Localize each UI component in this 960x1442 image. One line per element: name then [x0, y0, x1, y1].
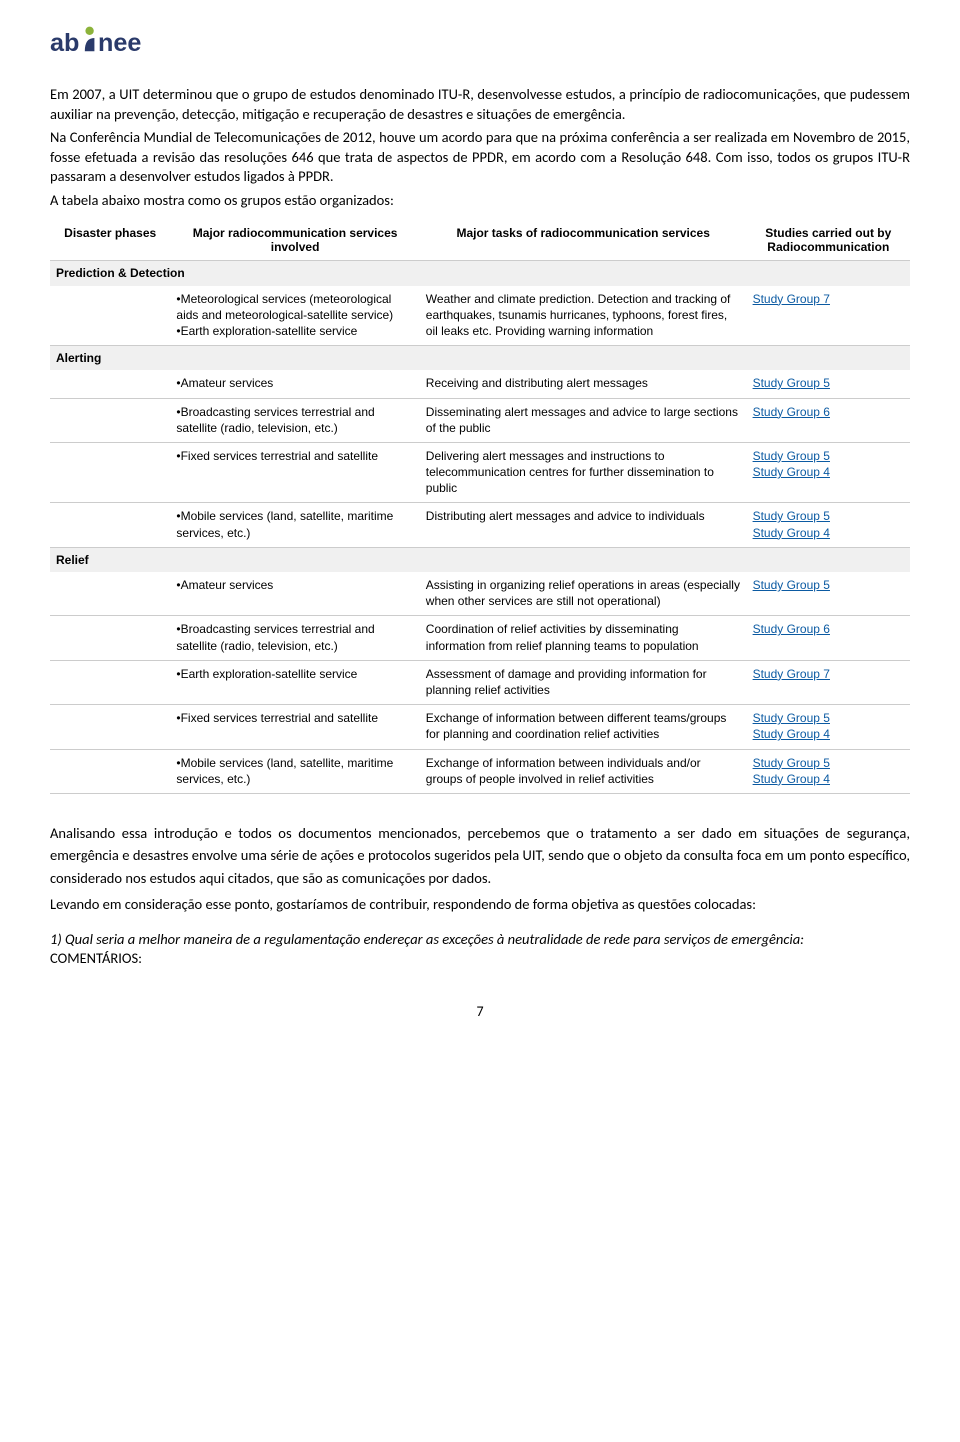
cell-services: •Broadcasting services terrestrial and s…	[170, 398, 419, 442]
table-row: •Broadcasting services terrestrial and s…	[50, 616, 910, 660]
table-section-title: Relief	[50, 547, 910, 572]
cell-phase	[50, 572, 170, 616]
cell-phase	[50, 442, 170, 503]
cell-study-groups: Study Group 6	[747, 616, 910, 660]
cell-phase	[50, 286, 170, 346]
cell-phase	[50, 705, 170, 749]
table-row: •Earth exploration-satellite serviceAsse…	[50, 660, 910, 704]
cell-phase	[50, 370, 170, 398]
study-group-link[interactable]: Study Group 5	[753, 755, 904, 771]
table-row: •Broadcasting services terrestrial and s…	[50, 398, 910, 442]
cell-services: •Amateur services	[170, 370, 419, 398]
paragraph-1: Em 2007, a UIT determinou que o grupo de…	[50, 85, 910, 124]
study-group-link[interactable]: Study Group 4	[753, 525, 904, 541]
cell-phase	[50, 749, 170, 793]
study-group-link[interactable]: Study Group 5	[753, 710, 904, 726]
cell-services: •Amateur services	[170, 572, 419, 616]
table-header-studies: Studies carried out by Radiocommunicatio…	[747, 220, 910, 261]
question-1: 1) Qual seria a melhor maneira de a regu…	[50, 930, 910, 950]
cell-study-groups: Study Group 5Study Group 4	[747, 503, 910, 547]
cell-tasks: Assisting in organizing relief operation…	[420, 572, 747, 616]
cell-services: •Fixed services terrestrial and satellit…	[170, 442, 419, 503]
paragraph-5: Levando em consideração esse ponto, gost…	[50, 893, 910, 915]
cell-services: •Mobile services (land, satellite, marit…	[170, 749, 419, 793]
cell-study-groups: Study Group 7	[747, 286, 910, 346]
cell-tasks: Weather and climate prediction. Detectio…	[420, 286, 747, 346]
cell-tasks: Coordination of relief activities by dis…	[420, 616, 747, 660]
cell-study-groups: Study Group 5	[747, 370, 910, 398]
cell-services: •Mobile services (land, satellite, marit…	[170, 503, 419, 547]
table-section-title: Prediction & Detection	[50, 261, 910, 286]
cell-tasks: Receiving and distributing alert message…	[420, 370, 747, 398]
table-row: •Mobile services (land, satellite, marit…	[50, 749, 910, 793]
table-row: •Fixed services terrestrial and satellit…	[50, 442, 910, 503]
cell-services: •Earth exploration-satellite service	[170, 660, 419, 704]
study-group-link[interactable]: Study Group 7	[753, 666, 904, 682]
study-group-link[interactable]: Study Group 5	[753, 375, 904, 391]
study-group-link[interactable]: Study Group 5	[753, 577, 904, 593]
cell-study-groups: Study Group 5	[747, 572, 910, 616]
table-row: •Amateur servicesReceiving and distribut…	[50, 370, 910, 398]
paragraph-2: Na Conferência Mundial de Telecomunicaçõ…	[50, 128, 910, 187]
cell-study-groups: Study Group 5Study Group 4	[747, 705, 910, 749]
cell-services: •Meteorological services (meteorological…	[170, 286, 419, 346]
svg-text:ab: ab	[50, 29, 79, 57]
cell-study-groups: Study Group 5Study Group 4	[747, 442, 910, 503]
cell-services: •Broadcasting services terrestrial and s…	[170, 616, 419, 660]
cell-phase	[50, 503, 170, 547]
study-group-link[interactable]: Study Group 5	[753, 508, 904, 524]
cell-tasks: Disseminating alert messages and advice …	[420, 398, 747, 442]
cell-tasks: Assessment of damage and providing infor…	[420, 660, 747, 704]
cell-tasks: Distributing alert messages and advice t…	[420, 503, 747, 547]
study-group-link[interactable]: Study Group 4	[753, 726, 904, 742]
page-number: 7	[50, 1003, 910, 1020]
cell-tasks: Exchange of information between individu…	[420, 749, 747, 793]
paragraph-3: A tabela abaixo mostra como os grupos es…	[50, 191, 910, 211]
table-header-services: Major radiocommunication services involv…	[170, 220, 419, 261]
cell-study-groups: Study Group 7	[747, 660, 910, 704]
cell-study-groups: Study Group 6	[747, 398, 910, 442]
table-row: •Meteorological services (meteorological…	[50, 286, 910, 346]
logo: ab nee	[50, 20, 910, 73]
cell-tasks: Exchange of information between differen…	[420, 705, 747, 749]
study-group-link[interactable]: Study Group 4	[753, 464, 904, 480]
table-section-title: Alerting	[50, 346, 910, 371]
study-group-link[interactable]: Study Group 6	[753, 621, 904, 637]
comentarios-label: COMENTÁRIOS:	[50, 949, 910, 967]
paragraph-4: Analisando essa introdução e todos os do…	[50, 822, 910, 889]
groups-table: Disaster phases Major radiocommunication…	[50, 220, 910, 794]
study-group-link[interactable]: Study Group 7	[753, 291, 904, 307]
table-row: •Amateur servicesAssisting in organizing…	[50, 572, 910, 616]
cell-study-groups: Study Group 5Study Group 4	[747, 749, 910, 793]
cell-services: •Fixed services terrestrial and satellit…	[170, 705, 419, 749]
table-row: •Fixed services terrestrial and satellit…	[50, 705, 910, 749]
cell-phase	[50, 398, 170, 442]
cell-tasks: Delivering alert messages and instructio…	[420, 442, 747, 503]
table-header-phases: Disaster phases	[50, 220, 170, 261]
study-group-link[interactable]: Study Group 5	[753, 448, 904, 464]
study-group-link[interactable]: Study Group 4	[753, 771, 904, 787]
table-row: •Mobile services (land, satellite, marit…	[50, 503, 910, 547]
cell-phase	[50, 616, 170, 660]
cell-phase	[50, 660, 170, 704]
svg-text:nee: nee	[98, 29, 141, 57]
study-group-link[interactable]: Study Group 6	[753, 404, 904, 420]
table-header-tasks: Major tasks of radiocommunication servic…	[420, 220, 747, 261]
